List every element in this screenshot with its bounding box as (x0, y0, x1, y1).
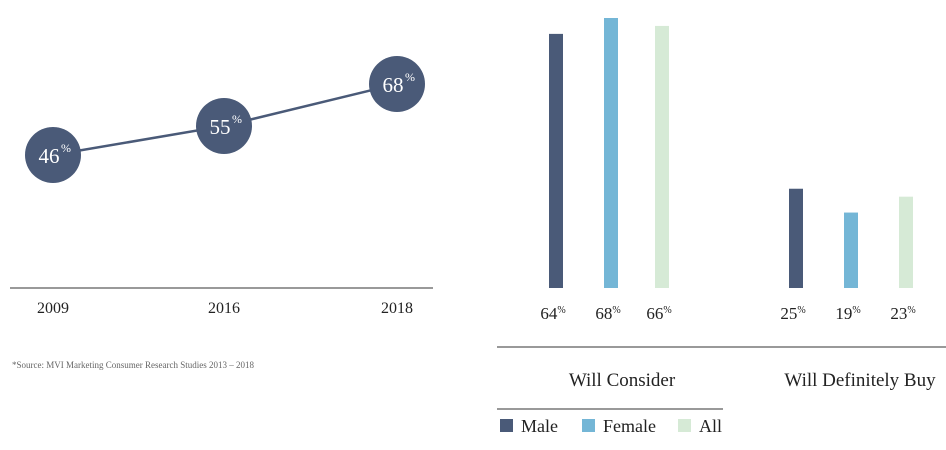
bubble-circle (196, 97, 252, 154)
bar (549, 33, 563, 288)
bar-category-label: Will Consider (569, 370, 676, 391)
legend-swatch (500, 419, 513, 432)
bubble-unit-label: % (232, 112, 242, 126)
year-tick-label: 2018 (381, 300, 413, 317)
bar-value-label: 68% (595, 304, 620, 323)
line-points: 46 %55 %68% (25, 56, 425, 183)
legend-label: Male (521, 416, 558, 436)
legend-label: Female (603, 416, 656, 436)
bar-legend: Male Female All (500, 416, 722, 436)
bar-value-labels: 64% 25% 68% 19% 66% 23% (540, 304, 915, 323)
bar (844, 212, 858, 288)
bubble-circle (25, 127, 81, 183)
bubble-value-label: 68 (383, 73, 404, 97)
legend-swatch (582, 419, 595, 432)
line-chart: 46 %55 %68% 2009 2016 2018 *Source: MVI Mark… (10, 56, 433, 370)
bar-chart: 64% 25% 68% 19% 66% 23% Will Consider Will Def… (497, 18, 946, 436)
legend-item: Female (582, 416, 656, 436)
data-point-bubble: 55% (196, 97, 252, 154)
bar-category-labels: Will Consider Will Definitely Buy (569, 370, 936, 391)
bar (604, 18, 618, 288)
bubble-value-label: 55 (210, 115, 231, 139)
bar (899, 196, 913, 288)
bubble-unit-label: % (61, 141, 71, 155)
legend-item: Male (500, 416, 558, 436)
bubble-value-label: 46 (39, 144, 60, 168)
bar-category-label: Will Definitely Buy (784, 370, 936, 391)
bubble-unit-label: % (405, 70, 415, 84)
year-tick-label: 2009 (37, 300, 69, 317)
bubble-circle (369, 56, 425, 112)
data-point-bubble: 46% (25, 127, 81, 183)
bar-value-label: 64% (540, 304, 565, 323)
legend-label: All (699, 416, 722, 436)
bar-value-label: 23% (890, 304, 915, 323)
bar-value-label: 25% (780, 304, 805, 323)
bar-value-label: 66% (646, 304, 671, 323)
source-note: *Source: MVI Marketing Consumer Research… (12, 360, 254, 370)
data-point-bubble: 68% (369, 56, 425, 112)
bar (789, 188, 803, 288)
legend-item: All (678, 416, 722, 436)
year-tick-label: 2016 (208, 300, 240, 317)
legend-swatch (678, 419, 691, 432)
line-x-tick-labels: 2009 2016 2018 (37, 300, 413, 317)
bar-series (549, 18, 913, 289)
bar-value-label: 19% (835, 304, 860, 323)
bar (655, 25, 669, 289)
